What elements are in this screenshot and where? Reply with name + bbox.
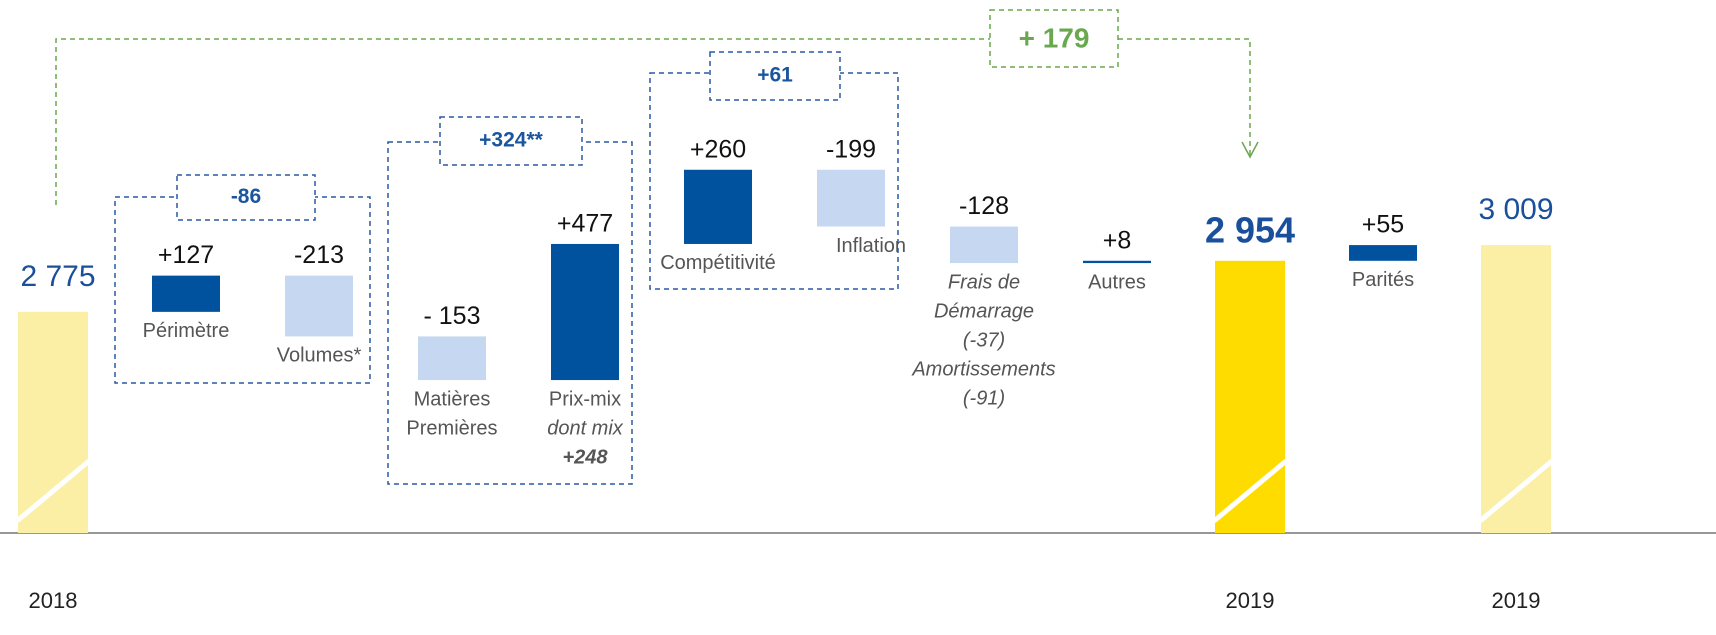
delta-bar — [285, 275, 353, 337]
value-label: +55 — [1362, 211, 1404, 239]
x-category-label: 2019 — [1226, 588, 1275, 613]
total-label: 2 954 — [1205, 209, 1295, 250]
bar-caption: Prix-mix — [549, 388, 621, 410]
value-label: -128 — [959, 192, 1009, 220]
change-label-box — [989, 9, 1119, 68]
delta-bar — [152, 275, 220, 312]
delta-bar — [418, 336, 486, 381]
delta-bar — [817, 169, 885, 227]
group-box — [649, 72, 899, 290]
group-label-box — [709, 51, 841, 101]
total-bar — [18, 311, 88, 533]
delta-bar — [1083, 260, 1151, 264]
value-label: +260 — [690, 135, 746, 163]
bar-caption: Amortissements — [911, 358, 1055, 380]
bar-caption: Parités — [1352, 269, 1414, 291]
total-bar — [1481, 245, 1551, 533]
arrow-head — [1241, 141, 1259, 159]
group-label-box — [439, 116, 583, 166]
bar-caption: Volumes* — [277, 345, 362, 367]
delta-bar — [551, 243, 619, 381]
total-label: 2 775 — [20, 260, 95, 293]
bar-caption: Matières — [414, 388, 491, 410]
axis-break — [15, 459, 91, 523]
bar-caption: (-91) — [963, 387, 1005, 409]
x-category-label: 2019 — [1492, 588, 1541, 613]
bar-caption: Périmètre — [143, 320, 230, 342]
value-label: +127 — [158, 241, 214, 269]
group-label: +324** — [479, 129, 543, 152]
bar-caption: +248 — [562, 446, 608, 468]
x-category-label: 2018 — [29, 588, 78, 613]
axis-break — [1478, 459, 1554, 523]
value-label: -199 — [826, 135, 876, 163]
group-label-box — [176, 174, 316, 221]
delta-bar — [1349, 245, 1417, 261]
bar-caption: Premières — [406, 417, 497, 439]
change-bracket — [55, 38, 1251, 205]
value-label: - 153 — [424, 302, 481, 330]
total-label: 3 009 — [1478, 193, 1553, 226]
bar-caption: Frais de — [948, 271, 1020, 293]
delta-bar — [684, 169, 752, 244]
delta-bar — [950, 226, 1018, 264]
bar-caption: (-37) — [963, 329, 1005, 351]
bar-caption: Inflation — [836, 235, 906, 257]
bar-caption: Autres — [1088, 271, 1146, 293]
bar-caption: Démarrage — [934, 300, 1034, 322]
axis-break — [1212, 459, 1288, 523]
group-label: -86 — [231, 185, 261, 208]
group-label: +61 — [757, 64, 793, 87]
total-bar — [1215, 260, 1285, 533]
value-label: -213 — [294, 241, 344, 269]
value-label: +477 — [557, 210, 613, 238]
bar-caption: dont mix — [547, 417, 624, 439]
change-label: + 179 — [1019, 22, 1090, 53]
bar-caption: Compétitivité — [660, 252, 776, 274]
value-label: +8 — [1103, 226, 1132, 254]
